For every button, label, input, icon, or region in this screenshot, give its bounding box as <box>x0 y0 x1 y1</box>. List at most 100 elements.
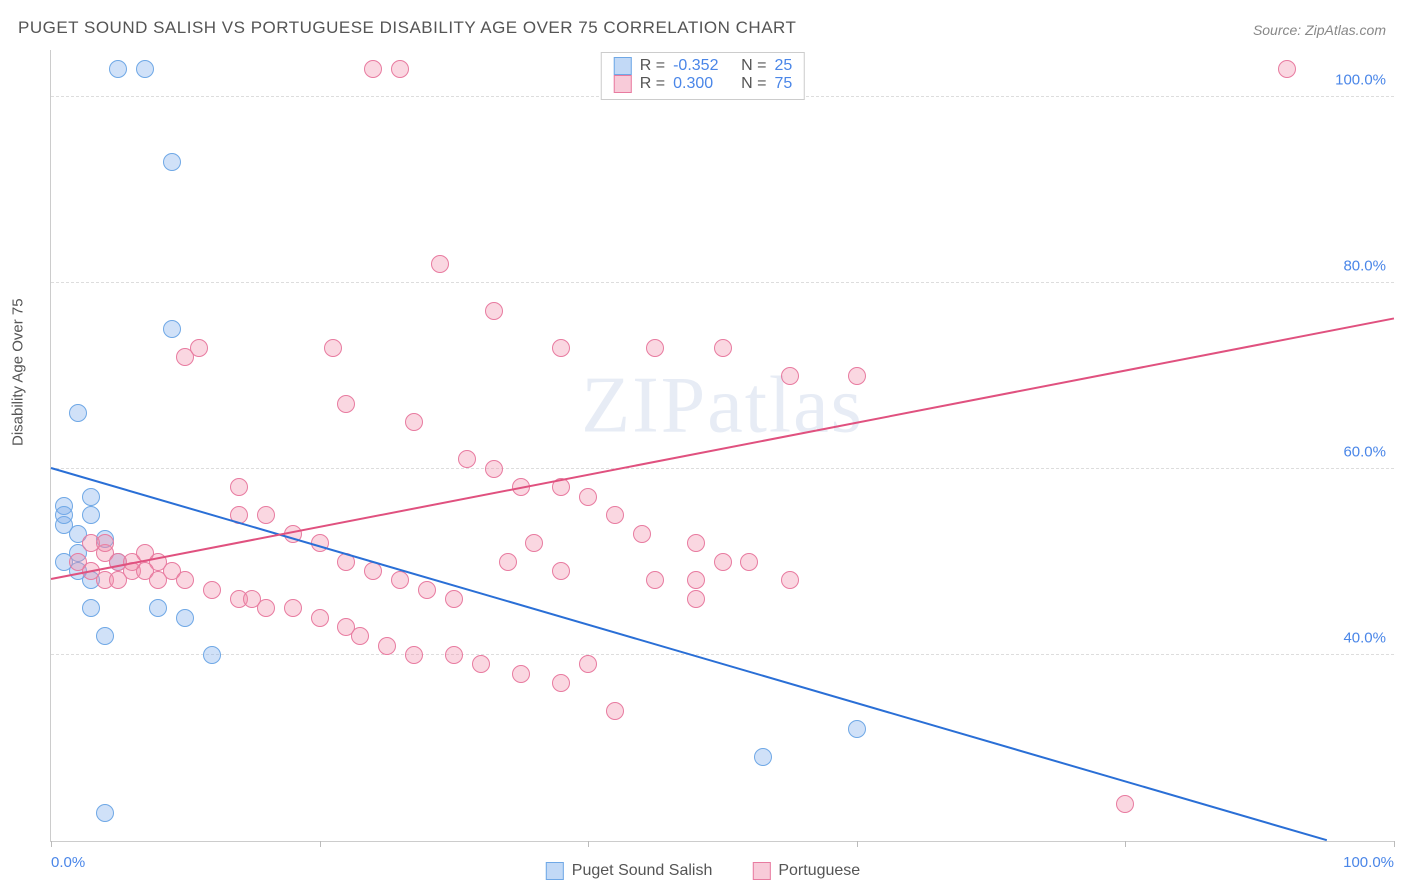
n-value: 25 <box>774 57 792 75</box>
scatter-point <box>633 525 651 543</box>
scatter-point <box>230 478 248 496</box>
scatter-point <box>96 627 114 645</box>
x-tick-label-start: 0.0% <box>51 854 85 871</box>
x-tick <box>51 841 52 847</box>
scatter-point <box>485 460 503 478</box>
x-tick-label-end: 100.0% <box>1343 854 1394 871</box>
scatter-point <box>714 553 732 571</box>
trend-line <box>51 318 1394 581</box>
scatter-point <box>512 665 530 683</box>
scatter-point <box>418 581 436 599</box>
legend-stat-row: R =0.300N =75 <box>614 75 792 93</box>
y-tick-label: 100.0% <box>1335 71 1386 88</box>
scatter-point <box>579 488 597 506</box>
scatter-point <box>96 534 114 552</box>
y-tick-label: 40.0% <box>1343 629 1386 646</box>
scatter-point <box>69 404 87 422</box>
scatter-point <box>82 599 100 617</box>
scatter-point <box>176 571 194 589</box>
scatter-point <box>82 488 100 506</box>
r-label: R = <box>640 57 665 75</box>
scatter-point <box>337 395 355 413</box>
scatter-point <box>606 506 624 524</box>
scatter-point <box>458 450 476 468</box>
scatter-point <box>848 720 866 738</box>
x-tick <box>320 841 321 847</box>
scatter-point <box>781 367 799 385</box>
scatter-point <box>257 506 275 524</box>
plot-area: ZIPatlas 40.0%60.0%80.0%100.0%0.0%100.0% <box>50 50 1394 842</box>
scatter-point <box>525 534 543 552</box>
scatter-point <box>687 534 705 552</box>
legend-stats: R = -0.352 N = 25R = 0.300 N = 75 <box>601 52 805 100</box>
x-tick <box>588 841 589 847</box>
y-tick-label: 80.0% <box>1343 257 1386 274</box>
scatter-point <box>445 646 463 664</box>
scatter-point <box>391 60 409 78</box>
scatter-point <box>149 571 167 589</box>
scatter-point <box>163 153 181 171</box>
scatter-point <box>579 655 597 673</box>
scatter-point <box>1278 60 1296 78</box>
scatter-point <box>754 748 772 766</box>
scatter-point <box>82 506 100 524</box>
legend-series-label: Portuguese <box>778 862 860 880</box>
scatter-point <box>1116 795 1134 813</box>
scatter-point <box>552 562 570 580</box>
x-tick <box>1125 841 1126 847</box>
scatter-point <box>324 339 342 357</box>
legend-series-item: Puget Sound Salish <box>546 862 713 880</box>
scatter-point <box>149 599 167 617</box>
n-label: N = <box>741 75 766 93</box>
scatter-point <box>405 646 423 664</box>
scatter-point <box>136 60 154 78</box>
scatter-point <box>391 571 409 589</box>
scatter-point <box>109 60 127 78</box>
scatter-point <box>351 627 369 645</box>
legend-swatch <box>546 862 564 880</box>
scatter-point <box>190 339 208 357</box>
legend-swatch <box>752 862 770 880</box>
scatter-point <box>485 302 503 320</box>
scatter-point <box>96 804 114 822</box>
scatter-point <box>552 674 570 692</box>
gridline-h <box>51 282 1394 283</box>
scatter-point <box>848 367 866 385</box>
scatter-point <box>499 553 517 571</box>
scatter-point <box>364 60 382 78</box>
n-label: N = <box>741 57 766 75</box>
legend-series-item: Portuguese <box>752 862 860 880</box>
watermark: ZIPatlas <box>581 360 864 451</box>
scatter-point <box>431 255 449 273</box>
y-tick-label: 60.0% <box>1343 443 1386 460</box>
gridline-h <box>51 654 1394 655</box>
scatter-point <box>257 599 275 617</box>
y-axis-label: Disability Age Over 75 <box>10 298 27 446</box>
scatter-point <box>687 571 705 589</box>
legend-swatch <box>614 75 632 93</box>
scatter-point <box>163 320 181 338</box>
legend-stat-row: R = -0.352 N = 25 <box>614 57 792 75</box>
scatter-point <box>55 506 73 524</box>
scatter-point <box>311 609 329 627</box>
r-value: -0.352 <box>673 57 733 75</box>
scatter-point <box>552 339 570 357</box>
legend-series-label: Puget Sound Salish <box>572 862 713 880</box>
r-value: 0.300 <box>673 75 733 93</box>
scatter-point <box>714 339 732 357</box>
scatter-point <box>606 702 624 720</box>
gridline-h <box>51 468 1394 469</box>
x-tick <box>1394 841 1395 847</box>
scatter-point <box>203 646 221 664</box>
scatter-point <box>687 590 705 608</box>
scatter-point <box>378 637 396 655</box>
scatter-point <box>472 655 490 673</box>
scatter-point <box>405 413 423 431</box>
n-value: 75 <box>774 75 792 93</box>
scatter-point <box>284 599 302 617</box>
legend-swatch <box>614 57 632 75</box>
scatter-point <box>646 571 664 589</box>
legend-series: Puget Sound Salish Portuguese <box>546 862 860 880</box>
scatter-point <box>176 609 194 627</box>
scatter-point <box>781 571 799 589</box>
